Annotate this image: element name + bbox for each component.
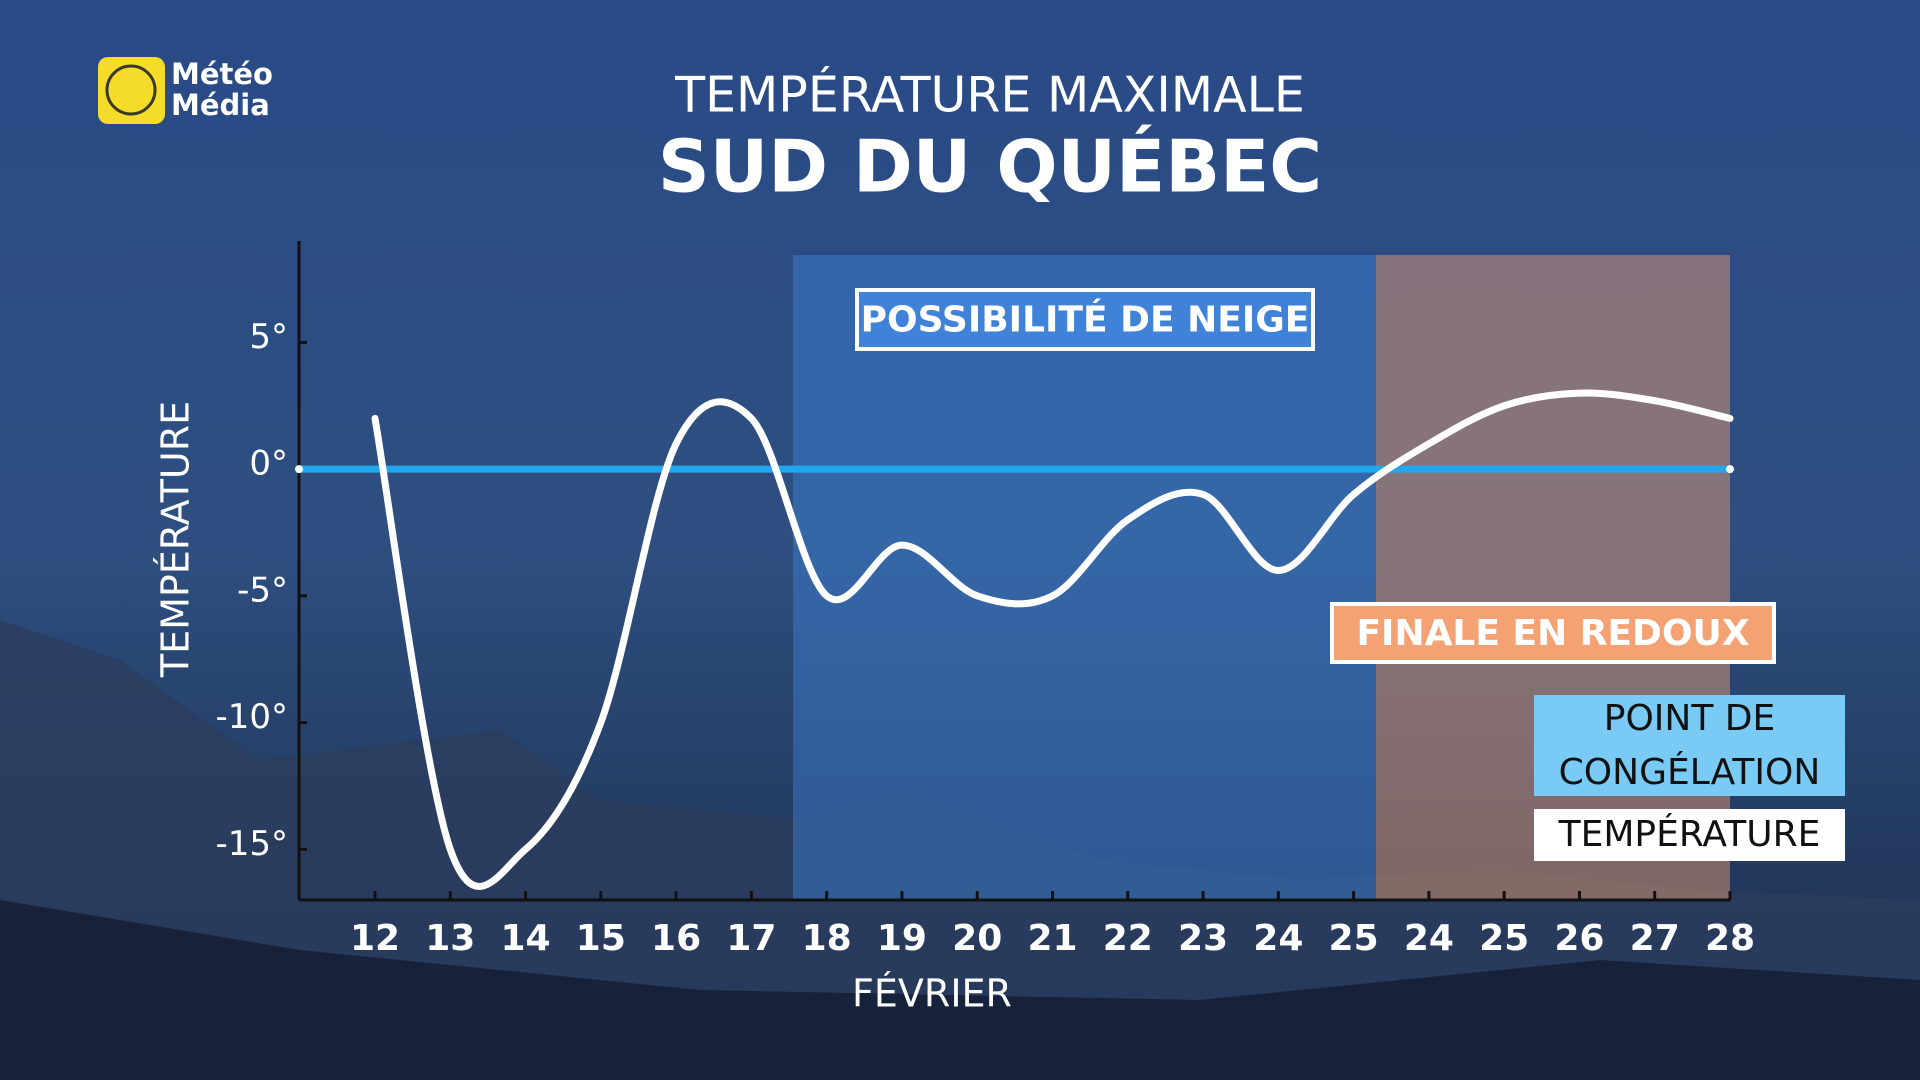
- x-tick-label: 14: [501, 918, 551, 959]
- foreground: [0, 900, 1920, 1080]
- chart-subtitle: SUD DU QUÉBEC: [658, 125, 1322, 209]
- x-tick-label: 25: [1329, 918, 1379, 959]
- freezing-line-end: [1726, 465, 1734, 474]
- legend-swatch: [1534, 809, 1845, 861]
- legend-entry: POINT DE CONGÉLATION: [1558, 697, 1821, 793]
- x-tick-label: 28: [1705, 918, 1755, 959]
- x-tick-label: 24: [1404, 918, 1454, 959]
- x-tick-label: 13: [425, 918, 475, 959]
- freezing-line-end: [295, 465, 303, 474]
- legend-label: TEMPÉRATURE: [1558, 814, 1821, 855]
- x-tick-label: 23: [1178, 918, 1228, 959]
- legend-entry: TEMPÉRATURE: [1558, 814, 1821, 855]
- x-tick-label: 24: [1253, 918, 1303, 959]
- x-tick-label: 12: [350, 918, 400, 959]
- y-tick-label: -10°: [215, 697, 288, 737]
- y-tick-label: 5°: [249, 317, 288, 357]
- x-axis-label: FÉVRIER: [852, 972, 1012, 1016]
- x-tick-label: 16: [651, 918, 701, 959]
- y-tick-label: -5°: [237, 570, 288, 610]
- x-tick-label: 20: [952, 918, 1002, 959]
- x-tick-label: 27: [1630, 918, 1680, 959]
- annotation-text: FINALE EN REDOUX: [1356, 613, 1749, 654]
- y-tick-label: 0°: [249, 444, 288, 484]
- annotation-box: [1330, 602, 1776, 664]
- y-tick-label: -15°: [215, 824, 288, 864]
- temperature-line: [371, 389, 1734, 890]
- annotation-text: POSSIBILITÉ DE NEIGE: [861, 299, 1310, 341]
- legend-label: POINT DE CONGÉLATION: [1558, 697, 1821, 793]
- zone: [793, 255, 1376, 900]
- legend-swatch: [1534, 695, 1845, 796]
- logo-text: Média: [171, 88, 270, 122]
- x-tick-label: 25: [1479, 918, 1529, 959]
- logo-text: Météo: [171, 57, 273, 91]
- x-tick-label: 18: [802, 918, 852, 959]
- x-tick-label: 19: [877, 918, 927, 959]
- x-tick-label: 22: [1103, 918, 1153, 959]
- annotation-box: [855, 288, 1315, 351]
- logo-globe: [105, 64, 157, 116]
- zone: [1376, 255, 1730, 900]
- y-axis-label: TEMPÉRATURE: [154, 401, 198, 678]
- x-tick-label: 26: [1554, 918, 1604, 959]
- mountains: [0, 620, 1920, 1080]
- chart-title: TEMPÉRATURE MAXIMALE: [674, 65, 1305, 124]
- x-tick-label: 17: [726, 918, 776, 959]
- x-tick-label: 21: [1027, 918, 1077, 959]
- x-tick-label: 15: [576, 918, 626, 959]
